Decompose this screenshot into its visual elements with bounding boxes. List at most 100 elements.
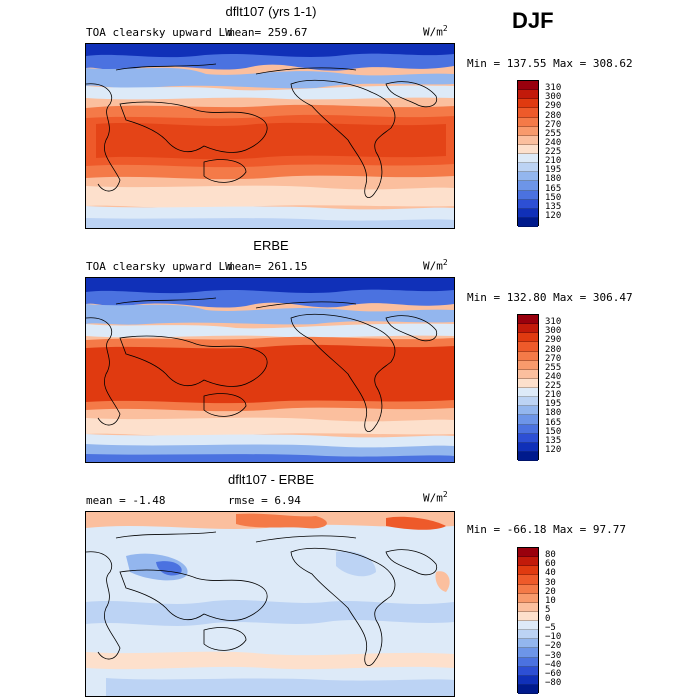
panel-1-units: W/m2 — [423, 24, 448, 39]
colorbar-swatch — [518, 566, 538, 576]
colorbar-tick-label: 150 — [545, 192, 562, 203]
panel-2-map — [85, 277, 455, 463]
colorbar-swatch — [518, 342, 538, 352]
colorbar-swatch — [518, 172, 538, 182]
colorbar-swatch — [518, 81, 538, 91]
colorbar-swatch — [518, 433, 538, 443]
colorbar-swatch — [518, 324, 538, 334]
colorbar-tick-label: −80 — [545, 677, 562, 688]
colorbar-swatch — [518, 548, 538, 558]
panel-1-map-svg — [86, 44, 454, 228]
colorbar-swatch — [518, 424, 538, 434]
colorbar-swatch — [518, 621, 538, 631]
colorbar-tick-label: −5 — [545, 623, 556, 634]
colorbar-tick-label: 30 — [545, 577, 556, 588]
colorbar-tick-label: 210 — [545, 156, 562, 167]
panel-1-title: dflt107 (yrs 1-1) — [225, 4, 317, 19]
colorbar-swatch — [518, 360, 538, 370]
colorbar-tick-label: 195 — [545, 165, 562, 176]
colorbar-tick-label: −40 — [545, 659, 562, 670]
colorbar-tick-label: 150 — [545, 426, 562, 437]
colorbar-swatch — [518, 217, 538, 227]
colorbar-swatch — [518, 630, 538, 640]
colorbar-swatch — [518, 163, 538, 173]
colorbar-swatch — [518, 575, 538, 585]
colorbar-tick-label: 270 — [545, 353, 562, 364]
colorbar-tick-label: 120 — [545, 444, 562, 455]
colorbar-swatch — [518, 108, 538, 118]
panel-3-mean: mean = -1.48 — [86, 494, 166, 507]
colorbar-swatch — [518, 333, 538, 343]
colorbar-tick-label: 280 — [545, 344, 562, 355]
colorbar-tick-label: 20 — [545, 586, 556, 597]
colorbar-swatch — [518, 406, 538, 416]
colorbar-swatch — [518, 90, 538, 100]
panel-2-title: ERBE — [253, 238, 289, 253]
panel-2-units: W/m2 — [423, 258, 448, 273]
colorbar-swatch — [518, 135, 538, 145]
panel-2-map-svg — [86, 278, 454, 462]
colorbar-swatch — [518, 154, 538, 164]
colorbar-swatch — [518, 351, 538, 361]
colorbar-tick-label: 290 — [545, 101, 562, 112]
colorbar-swatch — [518, 639, 538, 649]
colorbar-swatch — [518, 208, 538, 218]
colorbar-tick-label: 255 — [545, 128, 562, 139]
colorbar-swatch — [518, 442, 538, 452]
colorbar-tick-label: −60 — [545, 668, 562, 679]
colorbar-swatch — [518, 675, 538, 685]
colorbar-swatch — [518, 557, 538, 567]
colorbar-tick-label: 300 — [545, 326, 562, 337]
colorbar-swatch — [518, 388, 538, 398]
colorbar-tick-label: 210 — [545, 390, 562, 401]
colorbar-swatch — [518, 315, 538, 325]
colorbar-tick-label: 240 — [545, 137, 562, 148]
colorbar-tick-label: 80 — [545, 550, 556, 561]
colorbar-tick-label: 225 — [545, 381, 562, 391]
colorbar-swatch — [518, 648, 538, 658]
colorbar-tick-label: 10 — [545, 595, 556, 606]
colorbar-tick-label: 165 — [545, 417, 562, 428]
colorbar-swatch — [518, 666, 538, 676]
colorbar-swatch — [518, 190, 538, 200]
colorbar-swatch — [518, 451, 538, 461]
panel-2-variable: TOA clearsky upward LW — [86, 260, 232, 273]
panel-1-variable: TOA clearsky upward LW — [86, 26, 232, 39]
season-label: DJF — [512, 8, 554, 33]
colorbar-swatch — [518, 397, 538, 407]
panel-3-colorbar — [517, 547, 539, 694]
panel-1-colorbar-labels: 310 300 290 280 270 255 240 225 210 195 180 165 150 1… — [545, 80, 585, 226]
panel-2-colorbar-labels: 310 300 290 280 270 255 240 225 210 195 180 165 150 1… — [545, 314, 585, 460]
colorbar-swatch — [518, 657, 538, 667]
panel-3-units: W/m2 — [423, 490, 448, 505]
panel-1-map — [85, 43, 455, 229]
colorbar-swatch — [518, 378, 538, 388]
panel-2-minmax: Min = 132.80 Max = 306.47 — [467, 291, 633, 304]
colorbar-swatch — [518, 611, 538, 621]
colorbar-tick-label: 120 — [545, 210, 562, 221]
panel-3-map-svg — [86, 512, 454, 696]
colorbar-swatch — [518, 144, 538, 154]
panel-1-minmax: Min = 137.55 Max = 308.62 — [467, 57, 633, 70]
panel-1-mean: mean= 259.67 — [228, 26, 308, 39]
colorbar-tick-label: 165 — [545, 183, 562, 194]
colorbar-tick-label: 0 — [545, 614, 551, 624]
panel-1-colorbar — [517, 80, 539, 227]
panel-3-title: dflt107 - ERBE — [228, 472, 314, 487]
colorbar-tick-label: −30 — [545, 650, 562, 661]
colorbar-tick-label: 180 — [545, 408, 562, 419]
colorbar-swatch — [518, 126, 538, 136]
colorbar-tick-label: 310 — [545, 317, 562, 328]
colorbar-swatch — [518, 684, 538, 694]
colorbar-swatch — [518, 117, 538, 127]
colorbar-swatch — [518, 584, 538, 594]
colorbar-tick-label: 300 — [545, 92, 562, 103]
colorbar-tick-label: 40 — [545, 568, 556, 579]
colorbar-tick-label: 280 — [545, 110, 562, 121]
colorbar-tick-label: −20 — [545, 641, 562, 652]
colorbar-tick-label: −10 — [545, 632, 562, 643]
colorbar-tick-label: 240 — [545, 371, 562, 382]
colorbar-tick-label: 135 — [545, 435, 562, 446]
colorbar-tick-label: 195 — [545, 399, 562, 410]
colorbar-swatch — [518, 181, 538, 191]
